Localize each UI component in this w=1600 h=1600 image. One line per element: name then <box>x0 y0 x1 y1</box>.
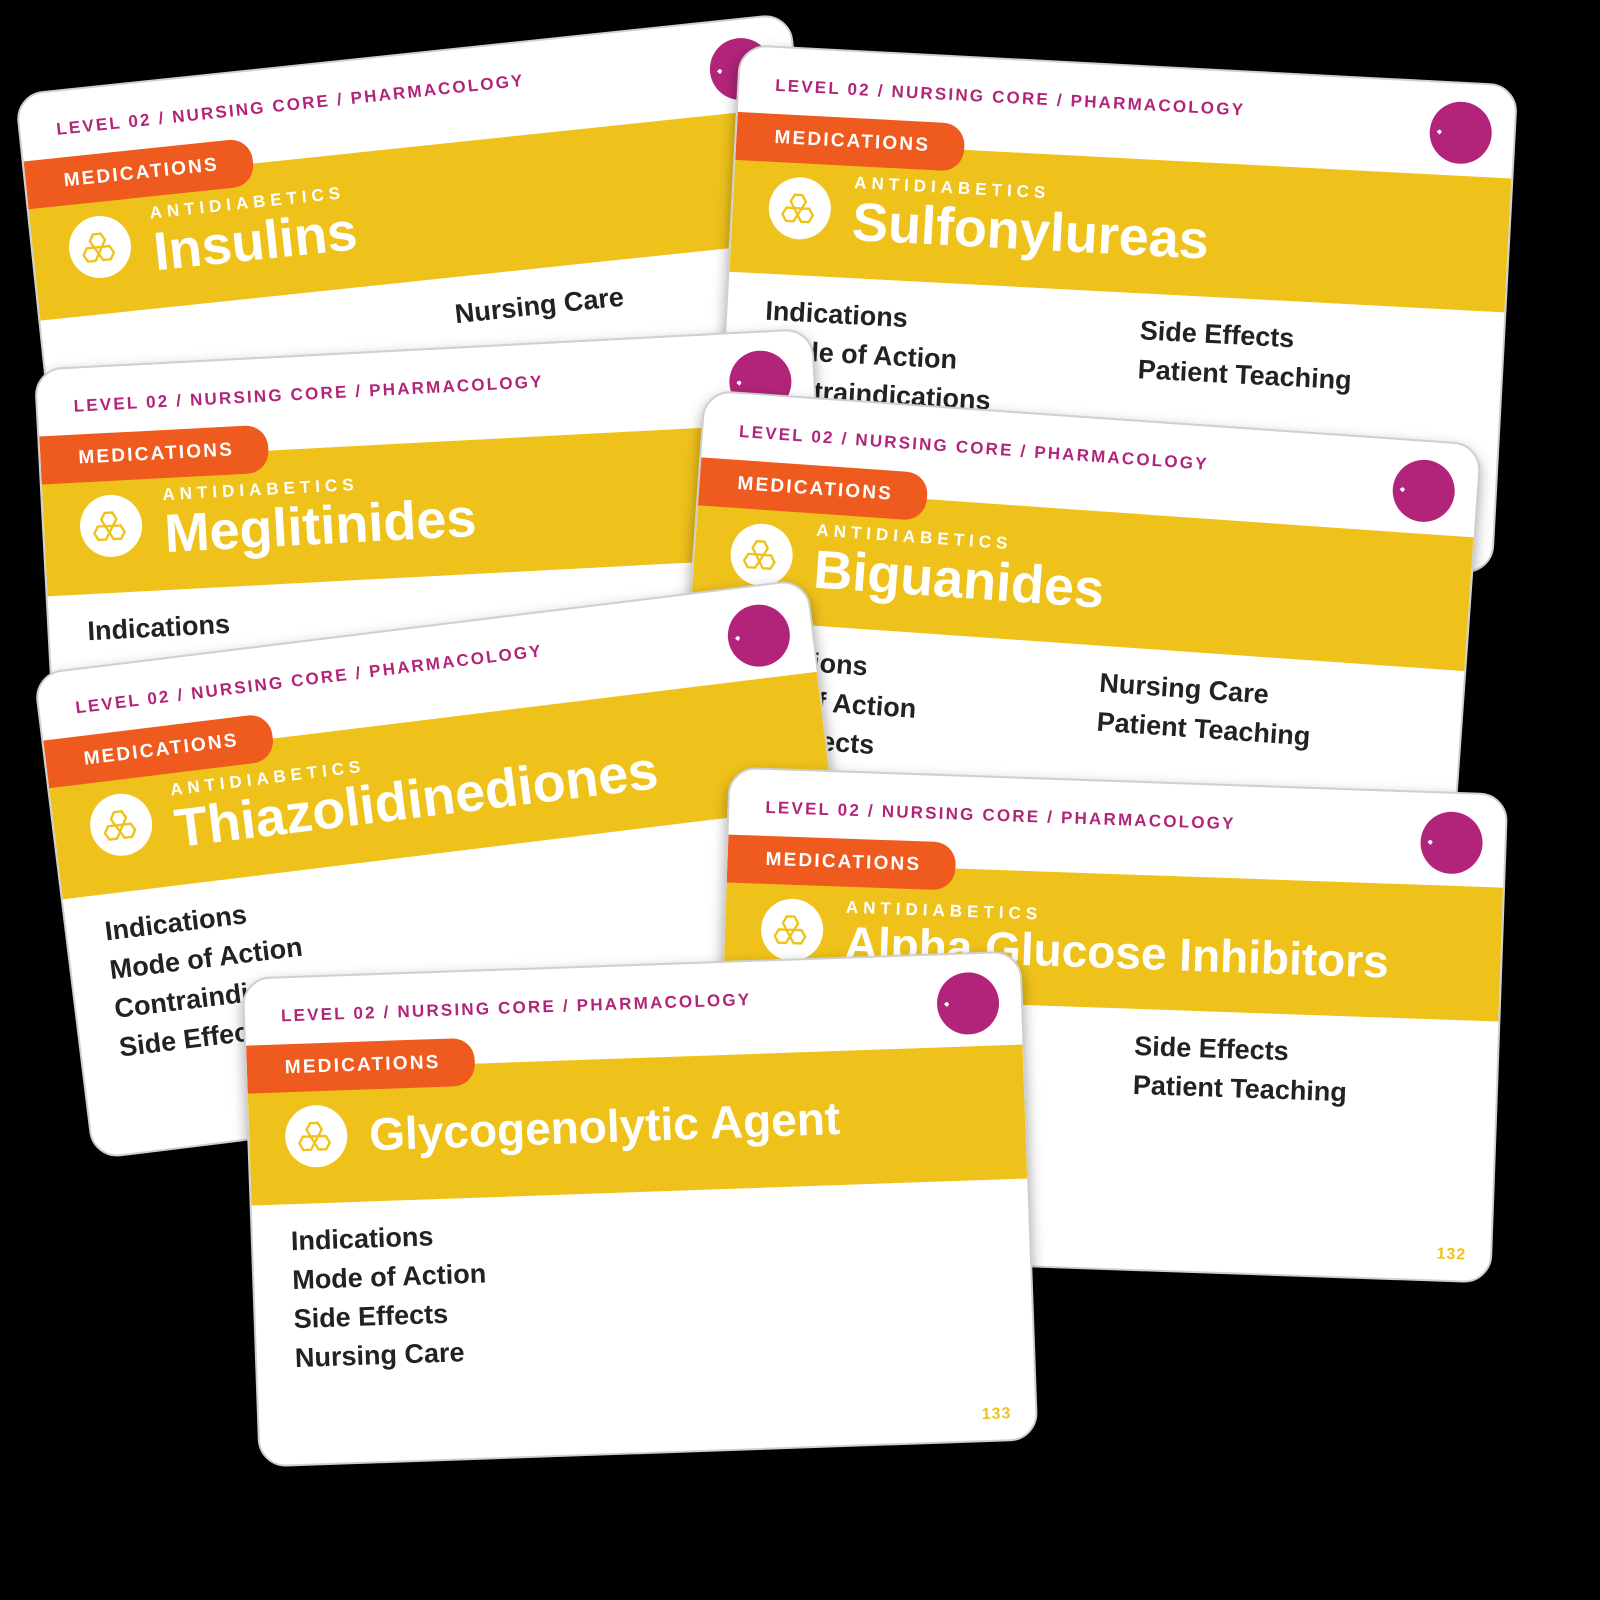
pill-badge <box>724 601 793 670</box>
molecule-icon <box>284 1104 348 1168</box>
pill-icon <box>1428 819 1476 867</box>
pill-icon <box>944 979 992 1027</box>
breadcrumb: LEVEL 02 / NURSING CORE / PHARMACOLOGY <box>73 372 544 417</box>
page-number: 132 <box>1436 1246 1466 1265</box>
molecule-icon <box>66 213 134 281</box>
body-col-2 <box>665 1198 995 1366</box>
molecule-icon <box>760 898 824 962</box>
category-tab: MEDICATIONS <box>727 835 956 891</box>
breadcrumb: LEVEL 02 / NURSING CORE / PHARMACOLOGY <box>775 76 1246 121</box>
pill-badge <box>1420 811 1484 875</box>
body-col-2: Side Effects Patient Teaching <box>1132 1027 1460 1117</box>
pill-badge <box>1391 458 1457 524</box>
breadcrumb: LEVEL 02 / NURSING CORE / PHARMACOLOGY <box>765 798 1236 834</box>
card-stack-canvas: LEVEL 02 / NURSING CORE / PHARMACOLOGY M… <box>0 0 1600 1600</box>
molecule-icon <box>767 176 832 241</box>
pill-badge <box>1428 100 1493 165</box>
card-title: Glycogenolytic Agent <box>368 1095 840 1157</box>
page-number: 133 <box>981 1405 1011 1424</box>
category-tab: MEDICATIONS <box>246 1038 475 1094</box>
body-col-1: Indications Mode of Action Side Effects … <box>290 1211 620 1379</box>
molecule-icon <box>729 522 795 588</box>
card-body: Indications Mode of Action Side Effects … <box>290 1198 995 1379</box>
flashcard-glycogenolytic-agent[interactable]: LEVEL 02 / NURSING CORE / PHARMACOLOGY M… <box>242 951 1039 1468</box>
pill-icon <box>735 612 783 660</box>
breadcrumb: LEVEL 02 / NURSING CORE / PHARMACOLOGY <box>281 990 752 1026</box>
pill-icon <box>1400 467 1448 515</box>
molecule-icon <box>78 493 143 558</box>
breadcrumb: LEVEL 02 / NURSING CORE / PHARMACOLOGY <box>55 71 525 140</box>
pill-icon <box>1437 109 1485 157</box>
pill-badge <box>936 971 1000 1035</box>
molecule-icon <box>87 790 156 859</box>
card-title: Meglitinides <box>163 491 477 561</box>
